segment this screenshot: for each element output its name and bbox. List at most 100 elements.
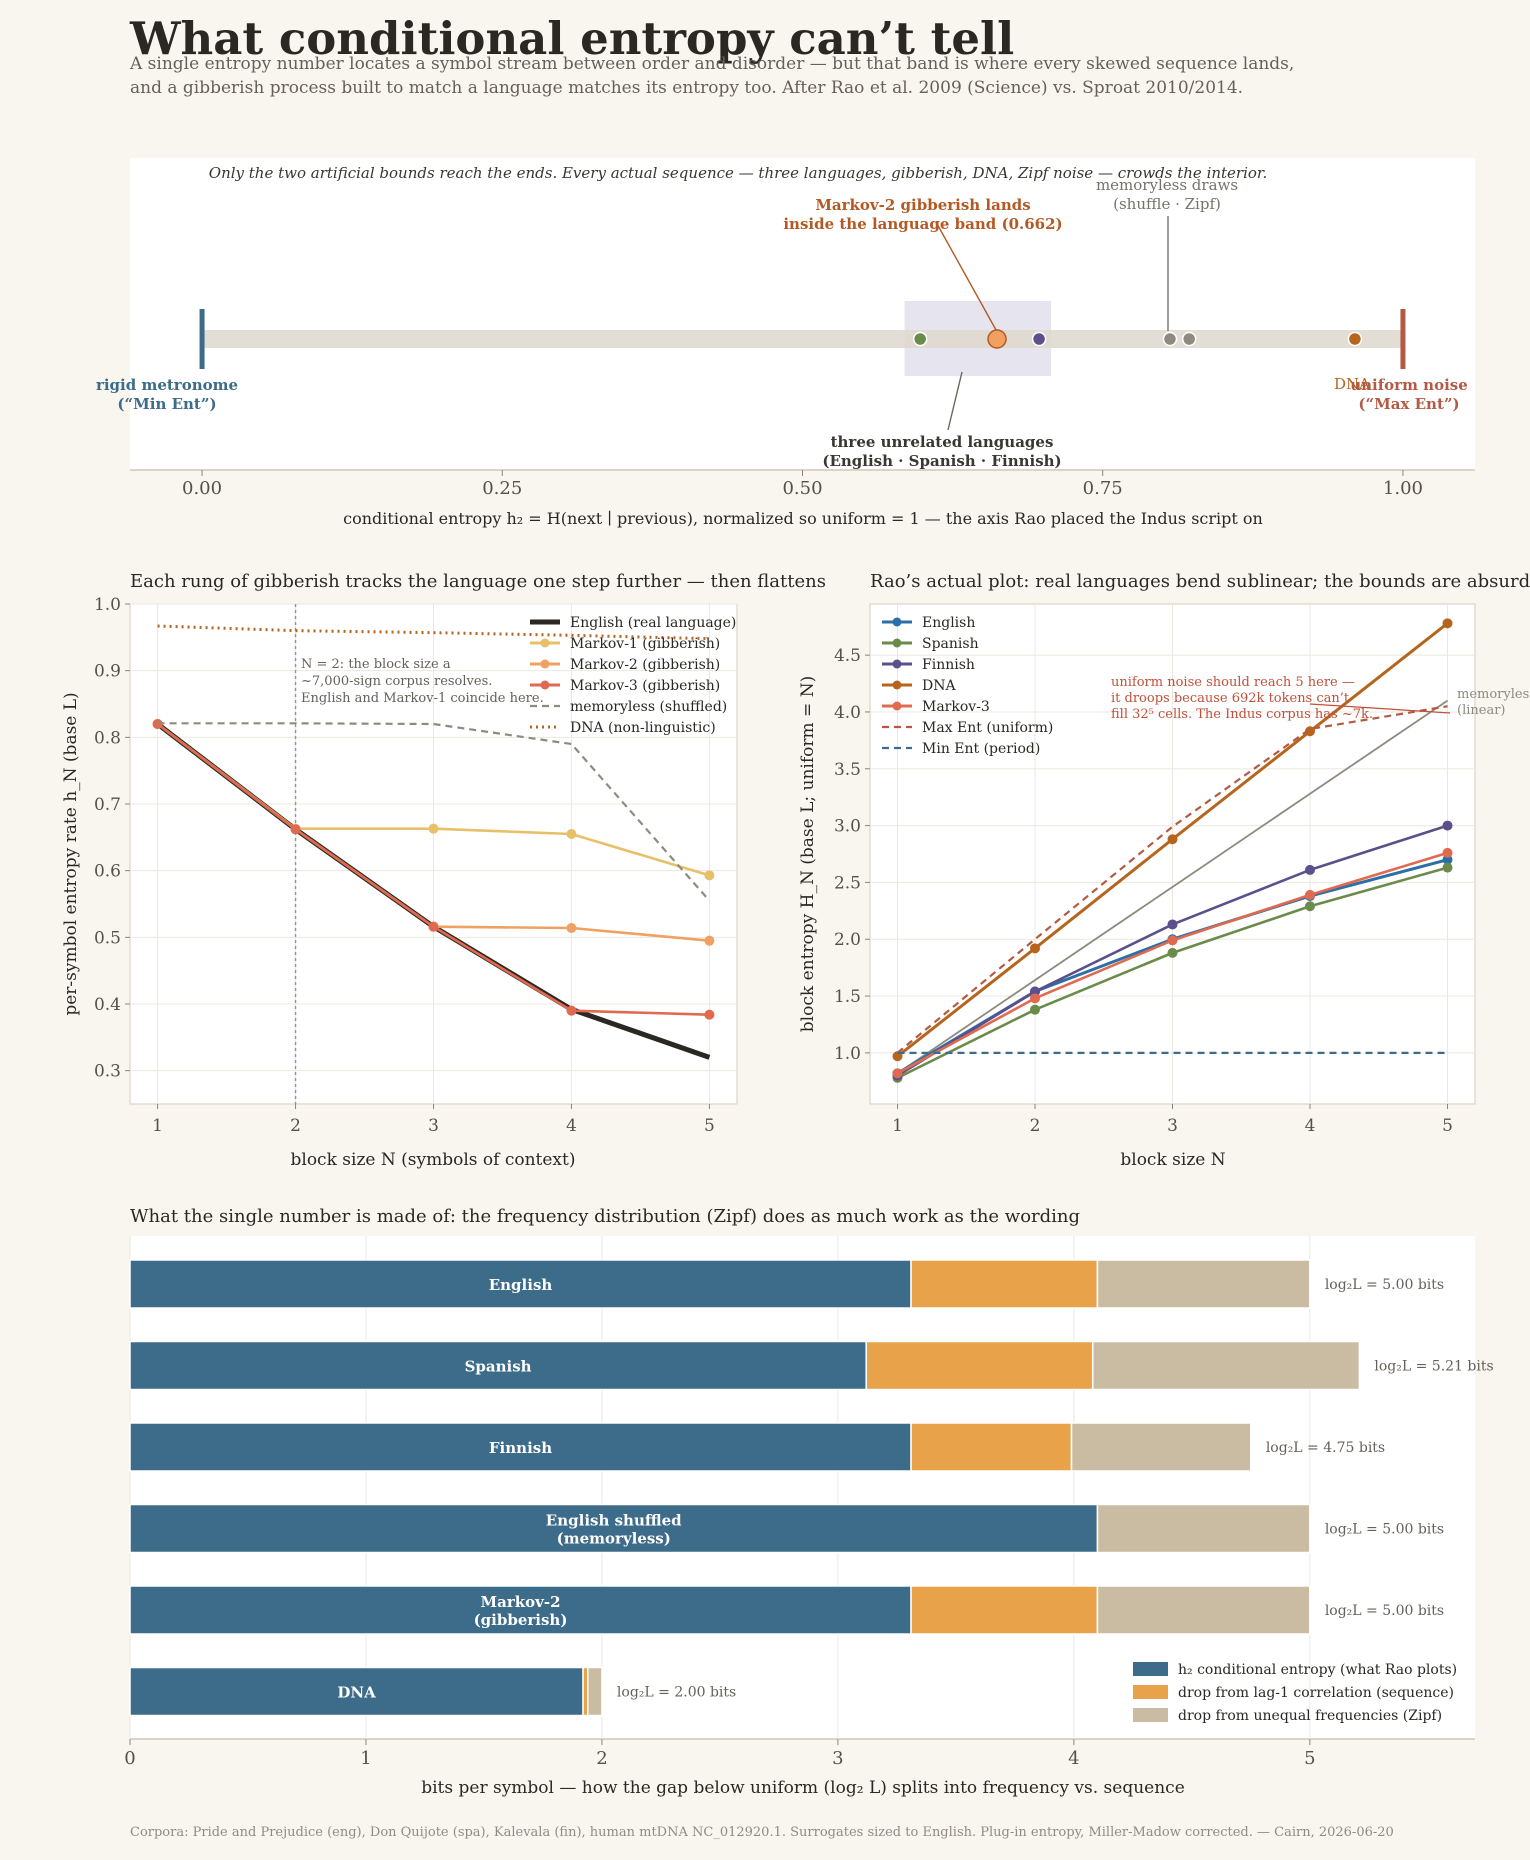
legend-label: drop from unequal frequencies (Zipf) — [1178, 1708, 1442, 1724]
block-chart: 1 2 3 4 5 1.0 1.5 2.0 2.5 3.0 3.5 4.0 4.5 English Span… — [834, 604, 1475, 1136]
bar-label: Markov-2 — [481, 1593, 561, 1611]
legend-swatch — [1133, 1708, 1168, 1722]
legend-swatch — [1133, 1662, 1168, 1676]
footer-note: Corpora: Pride and Prejudice (eng), Don … — [130, 1825, 1394, 1840]
decomp-xtick-label: 2 — [596, 1748, 607, 1769]
bar-total-label: log₂L = 5.00 bits — [1325, 1603, 1444, 1619]
legend-label: Markov-1 (gibberish) — [570, 636, 720, 652]
legend-label: Max Ent (uniform) — [922, 720, 1053, 736]
bar-segment-zipf — [1070, 1422, 1252, 1472]
bar-label: Spanish — [465, 1358, 532, 1376]
legend-label: Spanish — [922, 636, 979, 652]
bar-segment-h2 — [129, 1422, 912, 1472]
annotation-memoryless-line2: (shuffle · Zipf) — [1113, 195, 1221, 213]
legend-label: drop from lag-1 correlation (sequence) — [1178, 1685, 1454, 1701]
bar-segment-zipf — [1091, 1340, 1361, 1391]
series-point — [1442, 847, 1453, 858]
page-title: What conditional entropy can’t tell — [130, 12, 1015, 65]
bar-label: Finnish — [489, 1439, 552, 1457]
bar-segment-lag1 — [910, 1422, 1073, 1472]
bar-total-label: log₂L = 5.21 bits — [1374, 1359, 1493, 1375]
block-annotation-line2: it droops because 692k tokens can’t — [1111, 691, 1350, 706]
rate-xlabel: block size N (symbols of context) — [291, 1150, 576, 1170]
series-point — [1030, 993, 1040, 1004]
series-point — [290, 824, 301, 835]
legend-marker — [892, 638, 902, 648]
y-tick-label: 0.8 — [94, 728, 121, 748]
strip-point-dna — [1347, 331, 1363, 347]
legend-label: DNA (non-linguistic) — [570, 720, 716, 736]
series-point — [566, 1005, 577, 1016]
legend-label: h₂ conditional entropy (what Rao plots) — [1178, 1662, 1457, 1678]
series-point — [1167, 919, 1178, 930]
bar-label: English shuffled — [546, 1512, 682, 1530]
annotation-languages-line1: three unrelated languages — [831, 433, 1054, 451]
annotation-languages-line2: (English · Spanish · Finnish) — [822, 452, 1061, 470]
annotation-memoryless-line1: memoryless draws — [1096, 176, 1238, 194]
rate-chart: 1 2 3 4 5 0.3 0.4 0.5 0.6 0.7 0.8 0.9 1.0 English (re… — [94, 595, 737, 1136]
y-tick-label: 0.6 — [94, 862, 121, 882]
decomp-xtick-label: 4 — [1068, 1748, 1079, 1769]
x-tick-label: 5 — [704, 1116, 715, 1136]
x-tick-label: 4 — [566, 1116, 577, 1136]
strip-point-spanish — [912, 331, 928, 347]
rate-annotation-line2: ~7,000-sign corpus resolves. — [301, 674, 492, 689]
strip-xlabel: conditional entropy h₂ = H(next ∣ previo… — [343, 509, 1263, 528]
block-annotation-leader — [1309, 703, 1451, 714]
y-tick-label: 0.4 — [94, 995, 121, 1015]
strip-xtick-label: 0.00 — [182, 478, 222, 499]
strip-title: Only the two artificial bounds reach the… — [209, 164, 1267, 182]
decomp-xtick-label: 5 — [1304, 1748, 1315, 1769]
legend-marker — [540, 659, 550, 669]
x-tick-label: 2 — [1030, 1116, 1041, 1136]
series-point — [1305, 864, 1315, 875]
max-ent-label-line2: (“Max Ent”) — [1358, 395, 1459, 413]
legend-label: Min Ent (period) — [922, 741, 1040, 757]
max-ent-bound — [1400, 309, 1406, 369]
y-tick-label: 0.9 — [94, 662, 121, 682]
strip-point-finnish — [1031, 331, 1047, 347]
legend-label: English (real language) — [570, 615, 736, 631]
strip-panel — [130, 158, 1475, 470]
y-tick-label: 0.7 — [94, 795, 121, 815]
annotation-dna-label: DNA — [1334, 375, 1370, 393]
series-point — [704, 870, 715, 881]
legend-label: Markov-3 (gibberish) — [570, 678, 720, 694]
series-point — [1305, 726, 1315, 737]
legend-swatch — [1133, 1685, 1168, 1699]
decomp-legend: h₂ conditional entropy (what Rao plots) d… — [1133, 1662, 1457, 1724]
bar-segment-zipf — [1096, 1585, 1311, 1635]
y-tick-label: 4.0 — [834, 703, 861, 723]
x-tick-label: 5 — [1442, 1116, 1453, 1136]
series-point — [428, 921, 439, 932]
min-ent-label-line2: (“Min Ent”) — [117, 395, 216, 413]
x-tick-label: 3 — [1167, 1116, 1178, 1136]
y-tick-label: 3.5 — [834, 760, 861, 780]
y-tick-label: 3.0 — [834, 817, 861, 837]
strip-point-markov-2 — [987, 329, 1007, 349]
strip-xtick-label: 0.75 — [1083, 478, 1123, 499]
min-ent-bound — [199, 309, 205, 369]
bar-total-label: log₂L = 2.00 bits — [617, 1685, 736, 1701]
min-ent-label-line1: rigid metronome — [96, 376, 238, 394]
y-tick-label: 1.0 — [834, 1044, 861, 1064]
decomp-chart: 0 1 2 3 4 5 English log₂L = 5.00 bits Spanish log… — [124, 1236, 1494, 1769]
x-tick-label: 1 — [892, 1116, 903, 1136]
bar-segment-zipf — [587, 1666, 603, 1717]
block-title: Rao’s actual plot: real languages bend s… — [870, 571, 1530, 592]
legend-marker — [540, 680, 550, 690]
rate-annotation-line1: N = 2: the block size a — [301, 657, 451, 672]
x-tick-label: 3 — [428, 1116, 439, 1136]
series-point — [1305, 889, 1315, 900]
bar-segment-zipf — [1096, 1259, 1311, 1309]
bar-total-label: log₂L = 4.75 bits — [1266, 1440, 1385, 1456]
series-point — [704, 935, 715, 946]
bar-segment-h2 — [129, 1585, 912, 1635]
strip-point-zipf — [1181, 331, 1197, 347]
strip-xtick-label: 0.50 — [782, 478, 822, 499]
rate-annotation-line3: English and Markov-1 coincide here. — [301, 691, 544, 706]
annotation-markov2-line1: Markov-2 gibberish lands — [815, 196, 1030, 214]
series-point — [1442, 862, 1453, 873]
annotation-markov2-line2: inside the language band (0.662) — [783, 215, 1062, 233]
languages-leader — [947, 371, 963, 431]
